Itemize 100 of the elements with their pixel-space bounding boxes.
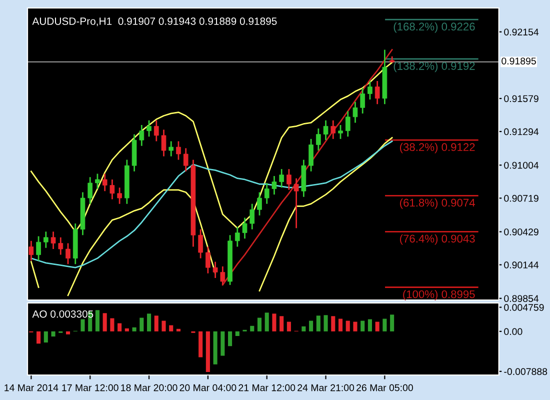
bar [346, 320, 350, 332]
bar [154, 316, 158, 332]
bar [324, 315, 328, 332]
bar [375, 322, 380, 332]
bar [272, 314, 276, 332]
ref-line-label: (38.2%) 0.9122 [400, 142, 475, 154]
line-series [30, 140, 393, 268]
ref-line-label: (138.2%) 0.9192 [394, 62, 475, 72]
candlestick [286, 168, 292, 191]
candlestick [374, 80, 380, 105]
bar [286, 322, 291, 332]
candlestick [206, 246, 210, 274]
candlestick [50, 230, 56, 250]
candlestick [272, 175, 277, 196]
y-tick-label: 0.90144 [504, 262, 539, 268]
candlestick [168, 140, 174, 158]
bar [118, 323, 122, 332]
candlestick [308, 138, 314, 172]
bar [95, 310, 100, 332]
bar [80, 319, 85, 332]
ref-line-label: (76.4%) 0.9043 [400, 234, 475, 245]
candlestick [161, 128, 166, 158]
bar [132, 327, 136, 332]
bar [331, 316, 336, 332]
candlestick [279, 168, 284, 188]
bar [110, 318, 114, 332]
bar [264, 312, 269, 332]
candlestick [360, 87, 366, 114]
bar [124, 328, 129, 332]
bar [235, 331, 240, 336]
ref-line-label: (61.8%) 0.9074 [400, 198, 475, 209]
bar [44, 331, 48, 343]
bar [162, 320, 166, 332]
x-tick-label: 17 Mar 12:00 [62, 384, 118, 392]
bar [338, 318, 343, 332]
line-series [222, 49, 393, 286]
bar [102, 313, 107, 332]
x-tick-label: 18 Mar 20:00 [121, 384, 178, 392]
bar [220, 331, 225, 356]
ref-line-label: 0.91895 [502, 58, 536, 64]
candlestick [316, 128, 321, 152]
bar [36, 331, 41, 344]
ref-line-label: (100%) 0.8995 [403, 290, 475, 300]
candlestick [250, 203, 255, 230]
bar [213, 331, 218, 364]
candlestick [345, 110, 350, 138]
bar [140, 318, 144, 332]
candlestick [183, 148, 188, 172]
candlestick [198, 228, 203, 259]
bar [257, 318, 262, 332]
candlestick [338, 124, 343, 140]
candlestick [234, 226, 240, 248]
bar [382, 318, 387, 332]
x-tick-label: 14 Mar 2014 [4, 384, 58, 392]
y-tick-label: 0.92154 [504, 28, 539, 36]
bar [228, 331, 232, 346]
x-tick-label: 24 Mar 21:00 [298, 384, 354, 392]
candlestick [264, 182, 270, 205]
bar [198, 331, 203, 358]
candlestick [368, 80, 372, 100]
candlestick [102, 173, 108, 192]
bar [316, 316, 320, 332]
bar [302, 326, 306, 332]
candlestick [139, 124, 144, 147]
x-tick-label: 26 Mar 05:00 [356, 384, 413, 392]
bar [169, 325, 174, 332]
candlestick [323, 120, 328, 141]
y-tick-label: -0.007888 [504, 368, 548, 376]
candlestick [352, 101, 358, 124]
candlestick [330, 120, 336, 140]
bar [390, 314, 394, 332]
candlestick [95, 173, 100, 190]
bar [250, 326, 254, 332]
candlestick [110, 178, 115, 200]
candlestick [242, 217, 248, 240]
y-tick-label: 0.00 [504, 328, 522, 336]
bar [66, 331, 70, 334]
ref-line-label: (168.2%) 0.9226 [394, 22, 475, 33]
y-tick-label: 0.004759 [504, 304, 544, 311]
bar [280, 316, 284, 332]
bar [146, 314, 152, 332]
candlestick [117, 186, 122, 205]
y-tick-label: 0.91579 [504, 95, 538, 102]
bar [309, 320, 314, 332]
candlestick [43, 230, 48, 249]
candlestick [212, 261, 218, 279]
candlestick [154, 120, 159, 142]
x-tick-label: 21 Mar 12:00 [238, 384, 296, 392]
candlestick [36, 236, 41, 262]
candlestick [58, 236, 64, 256]
bar [353, 322, 358, 332]
text: AUDUSD-Pro,H1 0.91907 0.91943 0.91889 0.91895 [32, 18, 277, 26]
candlestick [220, 266, 226, 286]
bar [51, 331, 56, 336]
candlestick [257, 192, 262, 216]
candlestick [66, 242, 70, 265]
y-tick-label: 0.91004 [504, 162, 539, 169]
y-tick-label: 0.91294 [504, 128, 539, 136]
bar [368, 319, 372, 332]
y-tick-label: 0.90429 [504, 228, 538, 236]
